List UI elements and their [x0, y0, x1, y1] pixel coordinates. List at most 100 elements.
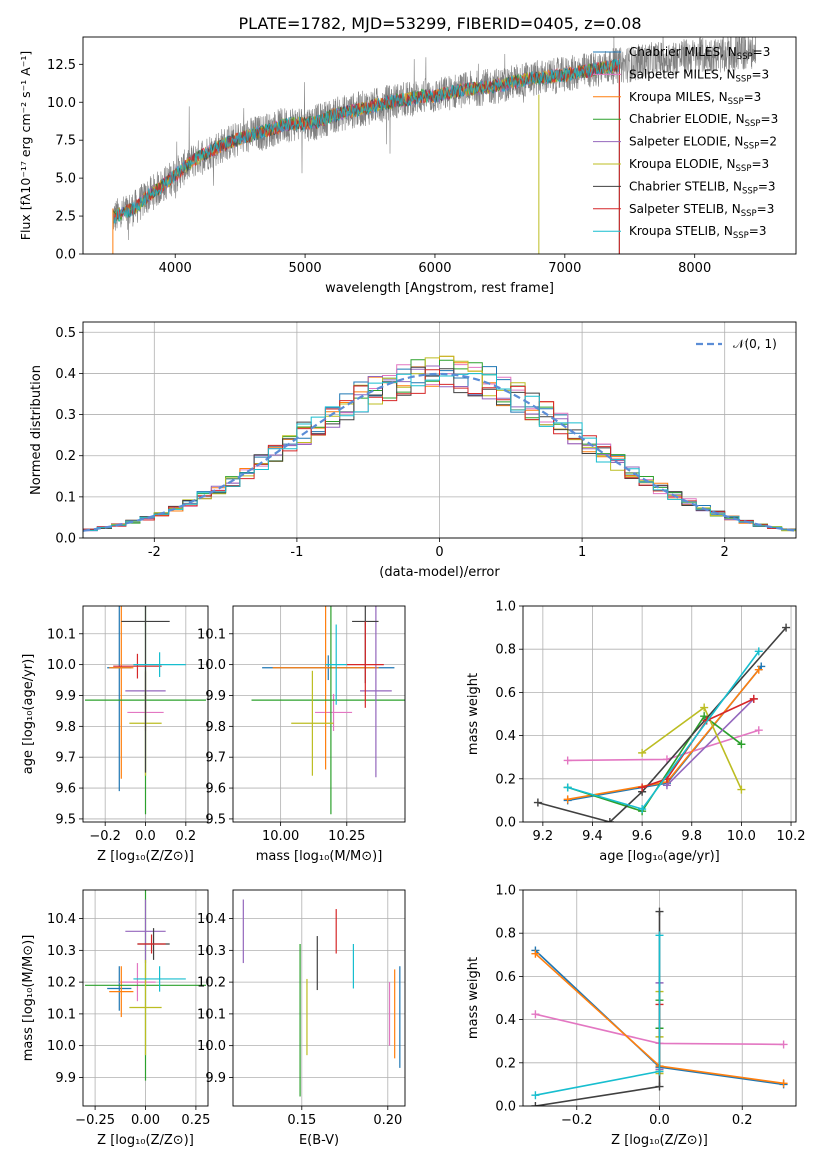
x-tick-label: 0.25: [181, 1113, 210, 1128]
x-tick-label: 2: [721, 545, 729, 560]
legend-entry: Chabrier STELIB, NSSP=3: [629, 179, 776, 196]
x-axis-label: mass [log₁₀(M/M⊙)]: [256, 849, 383, 864]
y-tick-label: 10.1: [47, 1007, 76, 1022]
y-tick-label: 0.6: [495, 970, 516, 985]
axes-frame: [82, 36, 797, 255]
x-axis-label: Z [log₁₀(Z/Z⊙)]: [97, 849, 194, 864]
x-tick-label: 0.20: [373, 1113, 402, 1128]
y-tick-label: 0.2: [495, 772, 516, 787]
y-axis-label: age [log₁₀(age/yr)]: [21, 654, 36, 775]
x-tick-label: 10.00: [262, 829, 299, 844]
y-tick-label: 10.0: [197, 658, 226, 673]
legend-entry-main: Salpeter ELODIE, N: [629, 135, 743, 149]
model-spectrum-8: [112, 58, 620, 254]
weight-marker: [655, 907, 664, 916]
legend-entry-tail: =3: [751, 67, 769, 81]
weight-marker: [782, 623, 791, 632]
legend-entry-main: Salpeter STELIB, N: [629, 202, 741, 216]
x-tick-label: 9.4: [582, 829, 603, 844]
y-axis-label: mass weight: [466, 957, 481, 1039]
weight-marker: [531, 1102, 540, 1106]
legend-entry-sub: SSP: [742, 186, 758, 196]
x-tick-label: 1: [578, 545, 586, 560]
axes-frame: [522, 605, 797, 823]
legend-entry: Salpeter ELODIE, NSSP=2: [629, 135, 777, 152]
y-tick-label: 1.0: [495, 600, 516, 615]
plot-area: [533, 623, 791, 822]
plot-area: [85, 890, 206, 1081]
legend-entry: Salpeter STELIB, NSSP=3: [629, 202, 774, 219]
weight-marker: [638, 783, 647, 792]
y-tick-label: 9.9: [55, 1071, 76, 1086]
legend-entry-tail: =3: [744, 90, 762, 104]
x-tick-label: -1: [290, 545, 303, 560]
legend-entry-sub: SSP: [741, 209, 757, 219]
legend-entry-tail: =3: [761, 112, 779, 126]
y-tick-label: 0.0: [55, 532, 76, 547]
model-spectrum-7: [112, 59, 620, 254]
axes-frame: [82, 321, 797, 539]
y-tick-label: 10.0: [47, 1039, 76, 1054]
y-tick-label: 10.2: [197, 976, 226, 991]
x-tick-label: 0.0: [649, 1113, 670, 1128]
x-tick-label: −0.2: [561, 1113, 593, 1128]
weight-marker: [531, 1010, 540, 1019]
y-tick-label: 9.7: [55, 751, 76, 766]
weight-marker: [531, 949, 540, 958]
x-tick-label: 4000: [159, 261, 192, 276]
y-tick-label: 10.4: [197, 912, 226, 927]
x-tick-label: 0.2: [732, 1113, 753, 1128]
y-tick-label: 9.8: [55, 720, 76, 735]
x-tick-label: 10.2: [777, 829, 806, 844]
legend-entry: Kroupa MILES, NSSP=3: [629, 90, 761, 107]
panel-weight-vs-z: −0.2 0.0 0.2 0.0 0.2 0.4 0.6 0.8 1.0 Z [log₁₀(Z/Z…: [466, 884, 797, 1148]
x-axis-label: (data-model)/error: [379, 565, 500, 580]
plot-area: [531, 907, 788, 1106]
y-tick-label: 2.5: [55, 210, 76, 225]
panel-age-vs-mass: 10.00 10.25 9.5 9.6 9.7 9.8 9.9 10.0 10.1 mass [l…: [197, 605, 406, 864]
x-tick-label: 0.2: [175, 829, 196, 844]
weight-marker: [655, 931, 664, 940]
y-tick-label: 10.1: [197, 1007, 226, 1022]
y-tick-label: 0.4: [495, 729, 516, 744]
x-tick-label: 6000: [418, 261, 451, 276]
legend-entry-tail: =3: [753, 45, 771, 59]
weight-marker: [563, 756, 572, 765]
weight-marker: [700, 703, 709, 712]
y-tick-label: 9.6: [205, 782, 226, 797]
legend-entry-sub: SSP: [736, 164, 752, 174]
legend-entry: Kroupa ELODIE, NSSP=3: [629, 157, 769, 174]
y-tick-label: 10.0: [197, 1039, 226, 1054]
y-tick-label: 0.0: [55, 248, 76, 263]
y-tick-label: 0.3: [55, 408, 76, 423]
legend-entry-tail: =3: [757, 202, 775, 216]
weight-marker: [754, 726, 763, 735]
legend-entry: Salpeter MILES, NSSP=3: [629, 67, 769, 84]
weight-line-8: [535, 935, 661, 1096]
weight-marker: [563, 783, 572, 792]
legend-entry-tail: =3: [758, 179, 776, 193]
weight-marker: [563, 795, 572, 804]
x-tick-label: 9.8: [681, 829, 702, 844]
weight-line-4: [666, 698, 755, 786]
x-tick-label: 8000: [678, 261, 711, 276]
legend-entry-sub: SSP: [743, 142, 759, 152]
weight-marker: [605, 818, 614, 822]
weight-marker: [754, 647, 763, 656]
plot-area: [112, 37, 756, 254]
y-tick-label: 0.8: [495, 643, 516, 658]
x-axis-label: Z [log₁₀(Z/Z⊙)]: [611, 1133, 708, 1148]
weight-marker: [700, 712, 709, 721]
y-tick-label: 0.1: [55, 490, 76, 505]
legend-entry-main: Kroupa ELODIE, N: [629, 157, 736, 171]
weight-marker: [737, 740, 746, 749]
x-axis-label: age [log₁₀(age/yr)]: [599, 849, 720, 864]
panel-age-vs-z: −0.2 0.0 0.2 9.5 9.6 9.7 9.8 9.9 10.0 10.1 Z [log₁…: [21, 605, 209, 864]
panel-spectrum: 4000 5000 6000 7000 8000 0.0 2.5 5.0 7.5 10.0 12.5…: [18, 36, 797, 296]
legend-entry: 𝒩(0, 1): [733, 337, 777, 351]
y-tick-label: 10.4: [47, 912, 76, 927]
weight-marker: [754, 665, 763, 674]
plot-area: [83, 355, 796, 532]
y-axis-label: Flux [fλ10⁻¹⁷ erg cm⁻² s⁻¹ A⁻¹]: [18, 51, 33, 240]
axes-frame: [232, 605, 406, 823]
